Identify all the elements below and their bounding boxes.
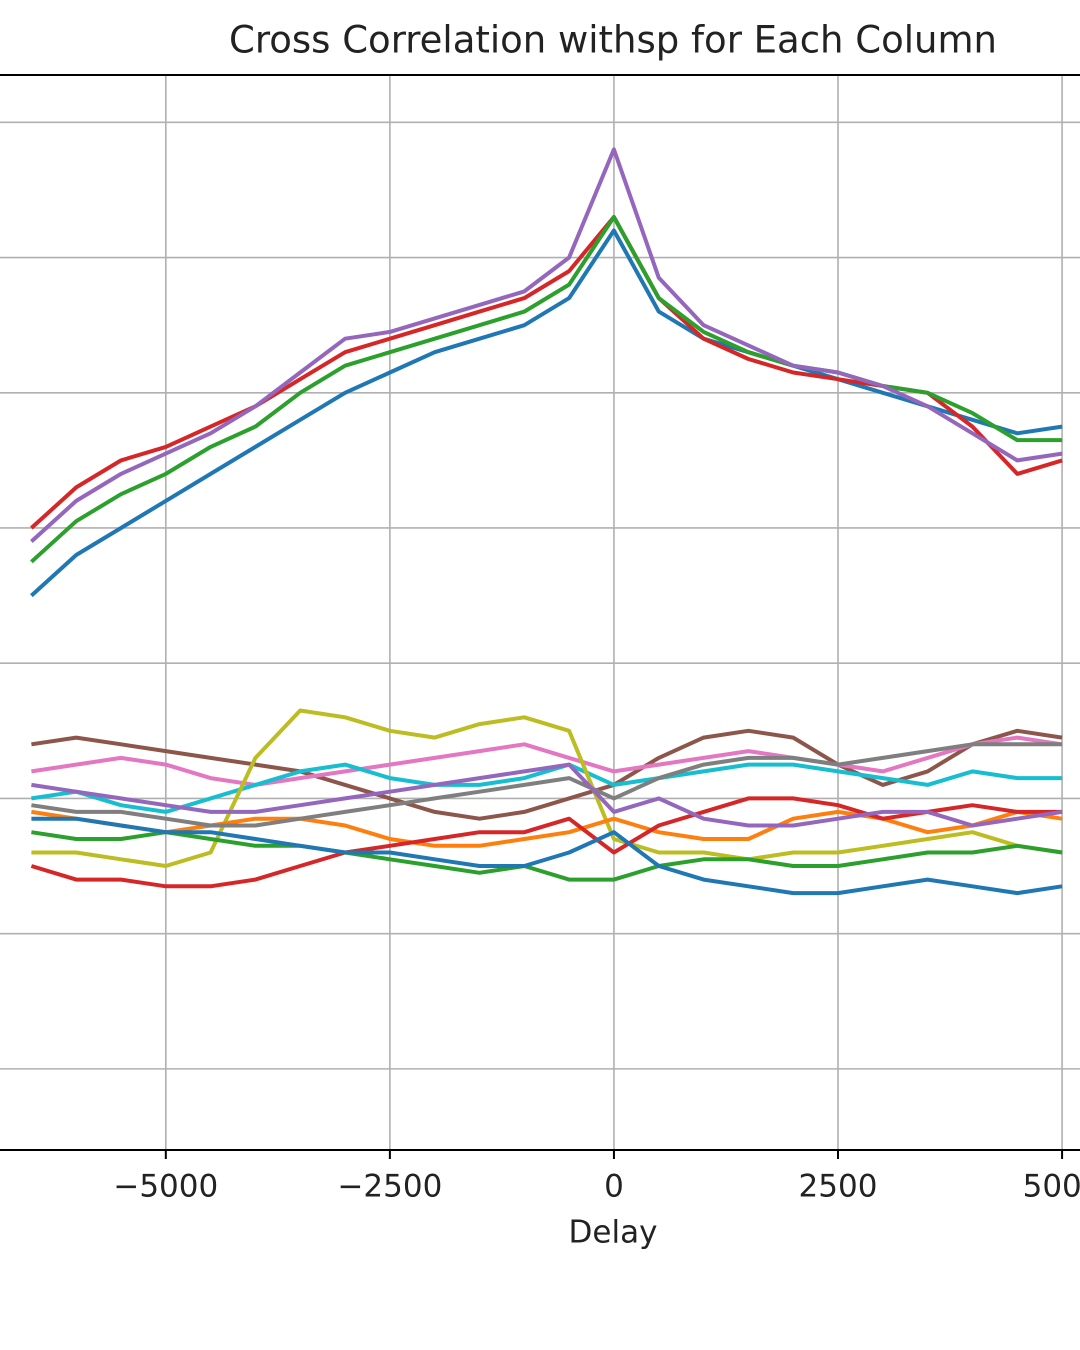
- series-line: [30, 147, 1063, 543]
- series-line: [31, 830, 1063, 882]
- x-tick-label: 0: [604, 1169, 624, 1205]
- series-line: [31, 735, 1063, 787]
- chart-title: Cross Correlation withsp for Each Column: [229, 19, 997, 62]
- x-tick-label: −5000: [113, 1169, 218, 1205]
- series-line: [31, 728, 1063, 821]
- series-line: [30, 215, 1063, 564]
- series-line: [31, 762, 1063, 814]
- x-tick-label: −2500: [337, 1169, 442, 1205]
- series-line: [31, 742, 1063, 828]
- x-tick-label: 5000: [1023, 1169, 1080, 1205]
- series-line: [31, 816, 1063, 896]
- series-line: [30, 228, 1063, 598]
- series-line: [31, 809, 1063, 848]
- plot-area: [0, 75, 1080, 1150]
- series-line: [30, 796, 1063, 889]
- series-line: [31, 762, 1063, 828]
- series-line: [31, 708, 1063, 868]
- x-tick-label: 2500: [799, 1169, 878, 1205]
- x-axis-label: Delay: [569, 1215, 658, 1251]
